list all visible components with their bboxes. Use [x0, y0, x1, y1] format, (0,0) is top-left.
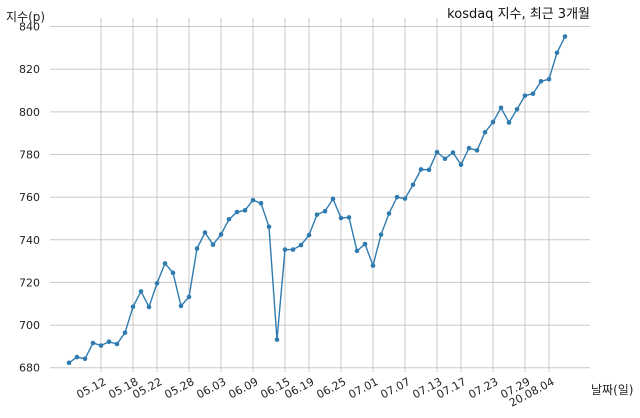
- data-point: [402, 196, 408, 201]
- series-line: [68, 36, 566, 364]
- data-point: [178, 303, 184, 309]
- data-point: [186, 294, 192, 300]
- data-point: [410, 182, 416, 188]
- data-point: [346, 215, 352, 220]
- x-tick-label: 05.28: [162, 375, 196, 401]
- data-point: [138, 289, 144, 294]
- data-point: [426, 167, 432, 173]
- y-tick-label: 840: [19, 21, 40, 34]
- data-point: [338, 215, 344, 221]
- data-point: [498, 105, 504, 111]
- y-tick-label: 760: [19, 191, 40, 204]
- data-point: [322, 208, 328, 214]
- x-tick-label: 07.01: [346, 375, 380, 401]
- data-point: [98, 343, 104, 348]
- data-point: [170, 270, 176, 276]
- data-point: [522, 93, 528, 98]
- data-point: [130, 304, 136, 310]
- chart-grid: [50, 18, 590, 372]
- data-point: [466, 145, 472, 151]
- data-point: [298, 242, 304, 248]
- data-point: [530, 91, 536, 96]
- data-point: [362, 241, 368, 247]
- data-point: [354, 248, 360, 254]
- data-point: [90, 340, 96, 346]
- y-tick-label: 720: [19, 276, 40, 289]
- x-axis-label: 날짜(일): [591, 383, 633, 397]
- y-axis-ticks: 680 700 720 740 760 780 800 820 840: [19, 21, 40, 375]
- data-point: [274, 337, 280, 342]
- data-point: [506, 120, 512, 125]
- data-point: [418, 167, 424, 172]
- data-point: [250, 197, 256, 203]
- y-tick-label: 700: [19, 319, 40, 332]
- series-points: [66, 34, 568, 366]
- data-point: [458, 162, 464, 168]
- data-point: [218, 232, 224, 237]
- data-point: [490, 119, 496, 125]
- y-tick-label: 740: [19, 234, 40, 247]
- data-point: [162, 261, 168, 266]
- data-point: [314, 212, 320, 217]
- data-point: [378, 232, 384, 237]
- data-point: [290, 247, 296, 252]
- y-tick-label: 680: [19, 362, 40, 375]
- data-point: [194, 246, 200, 251]
- x-tick-label: 06.09: [226, 375, 260, 401]
- data-point: [474, 148, 480, 153]
- data-point: [386, 211, 392, 216]
- y-axis-label: 지수(p): [6, 10, 45, 24]
- data-point: [74, 354, 80, 360]
- data-point: [282, 247, 288, 252]
- data-point: [202, 230, 208, 235]
- chart-title: kosdaq 지수, 최근 3개월: [447, 7, 590, 22]
- x-tick-label: 07.07: [378, 375, 412, 401]
- x-tick-label: 06.03: [194, 375, 228, 401]
- y-tick-label: 800: [19, 106, 40, 119]
- data-point: [66, 360, 72, 366]
- y-tick-label: 820: [19, 63, 40, 76]
- x-tick-label: 06.25: [314, 375, 348, 401]
- data-point: [234, 209, 240, 215]
- data-point: [434, 149, 440, 155]
- y-tick-label: 780: [19, 148, 40, 161]
- data-point: [106, 339, 112, 345]
- data-point: [122, 330, 128, 336]
- data-point: [394, 194, 400, 200]
- data-point: [114, 341, 120, 347]
- data-point: [330, 196, 336, 202]
- data-point: [146, 304, 152, 310]
- data-point: [306, 232, 312, 238]
- data-point: [82, 356, 88, 362]
- data-point: [514, 106, 520, 112]
- data-point: [266, 224, 272, 230]
- data-point: [482, 130, 488, 135]
- data-point: [258, 201, 264, 206]
- data-point: [546, 76, 552, 82]
- data-point: [442, 156, 448, 162]
- data-point: [242, 208, 248, 213]
- data-point: [562, 34, 568, 39]
- x-axis-ticks: 05.1205.1805.2205.2806.0306.0906.1506.19…: [74, 375, 556, 409]
- data-point: [226, 217, 232, 222]
- data-point: [370, 263, 376, 268]
- x-tick-label: 05.12: [74, 375, 108, 401]
- data-point: [554, 50, 560, 56]
- data-point: [450, 150, 456, 155]
- data-point: [210, 242, 216, 247]
- data-point: [538, 79, 544, 84]
- x-tick-label: 07.23: [466, 375, 500, 401]
- data-point: [154, 280, 160, 286]
